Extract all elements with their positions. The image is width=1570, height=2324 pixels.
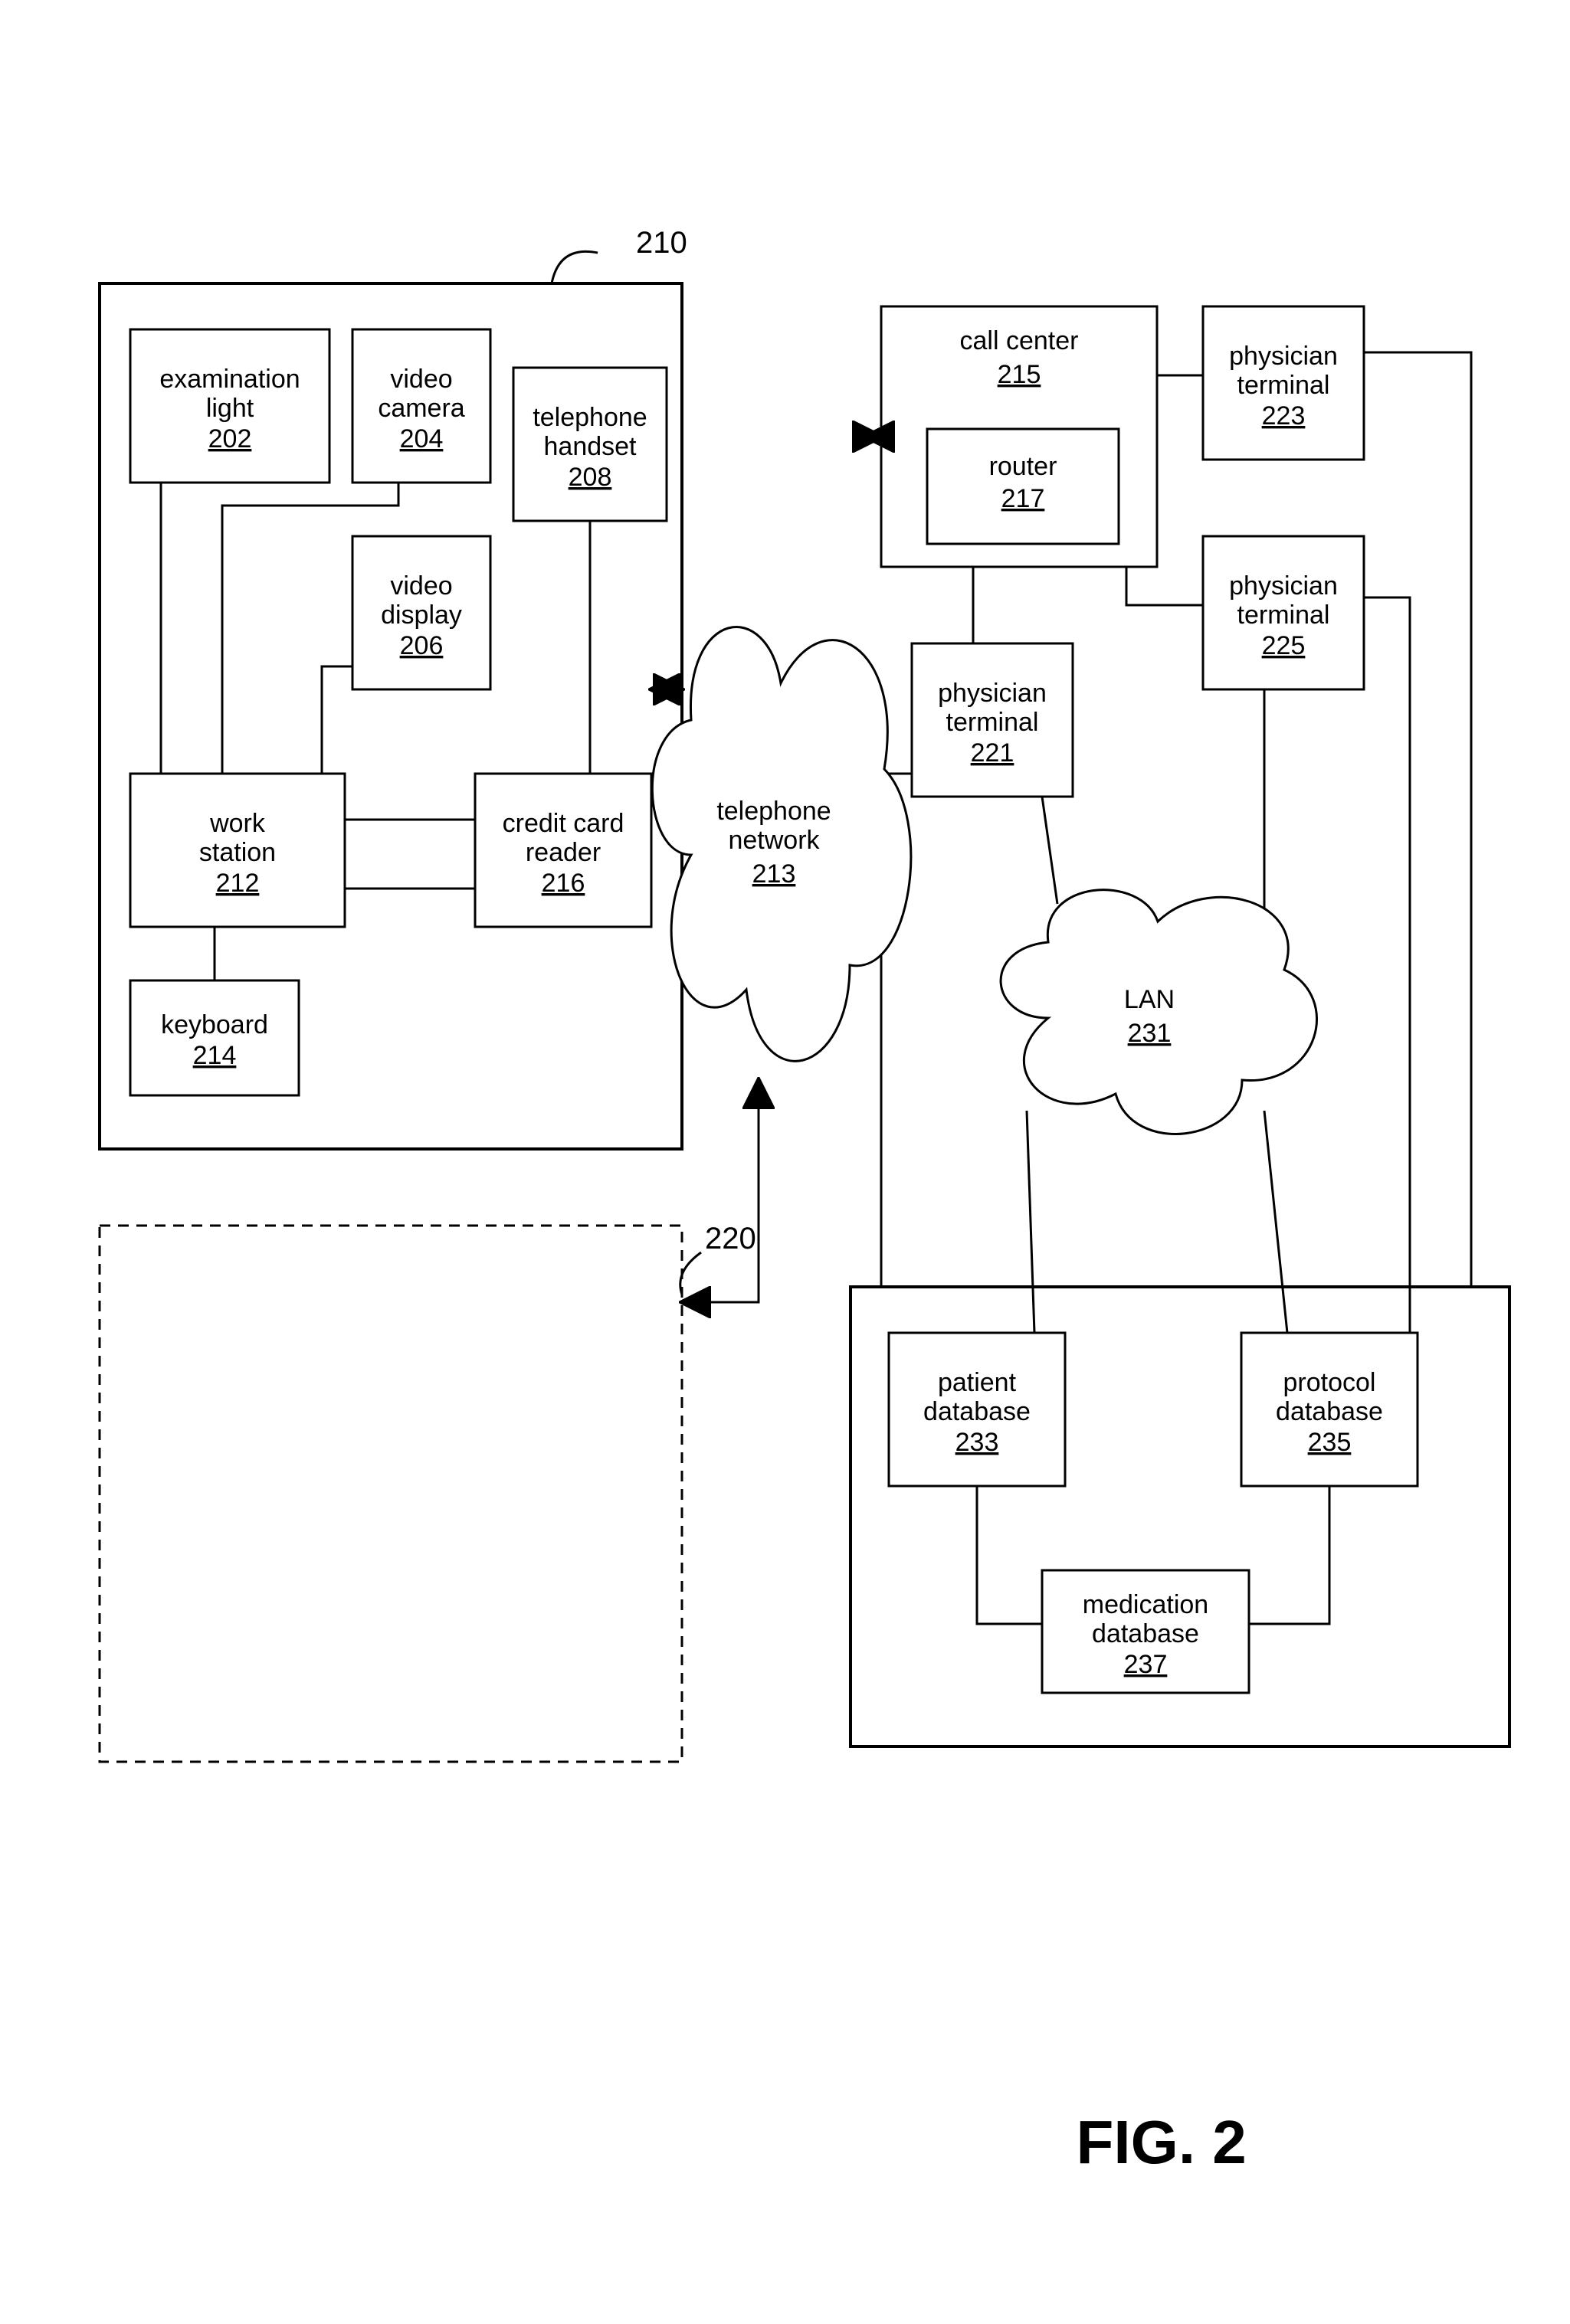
ref: 214: [193, 1041, 237, 1070]
label: physician: [1229, 571, 1338, 601]
label: light: [206, 394, 254, 423]
ref: 206: [400, 631, 444, 660]
ref: 237: [1124, 1650, 1168, 1679]
label: database: [923, 1397, 1031, 1426]
label: examination: [159, 365, 300, 394]
label: keyboard: [161, 1010, 268, 1039]
ref: 223: [1262, 401, 1306, 430]
node-work_station: workstation212: [130, 774, 345, 927]
annot-210: 210: [636, 226, 687, 260]
ref: 208: [569, 463, 612, 492]
label: reader: [526, 838, 601, 867]
node-router: router 217: [927, 429, 1119, 544]
label: database: [1276, 1397, 1383, 1426]
annot-220: 220: [705, 1222, 756, 1255]
label: camera: [378, 394, 464, 423]
node-keyboard: keyboard214: [130, 980, 299, 1095]
label: telephone: [533, 403, 647, 432]
label: video: [390, 365, 452, 394]
label: LAN: [1124, 985, 1175, 1014]
node-exam_light: examinationlight202: [130, 329, 329, 483]
label: work: [209, 809, 266, 838]
label: telephone: [716, 797, 831, 826]
ref: 217: [1001, 484, 1045, 513]
ref: 235: [1308, 1428, 1352, 1457]
ref: 213: [752, 859, 796, 889]
node-phys_225: physicianterminal225: [1203, 536, 1364, 689]
label: router: [989, 452, 1057, 481]
ref: 231: [1128, 1019, 1172, 1048]
ref: 216: [542, 869, 585, 898]
label: terminal: [946, 708, 1039, 737]
node-video_display: videodisplay206: [352, 536, 490, 689]
label: physician: [1229, 342, 1338, 371]
node-protocol_db: protocoldatabase235: [1241, 1333, 1418, 1486]
figure-label: FIG. 2: [1077, 2108, 1247, 2176]
ref: 215: [998, 360, 1041, 389]
label: handset: [544, 432, 638, 461]
label: terminal: [1237, 601, 1330, 630]
label: database: [1092, 1619, 1199, 1648]
dashed-kiosk-group: [100, 1226, 682, 1762]
ref: 204: [400, 424, 444, 453]
node-phys_221: physicianterminal221: [912, 643, 1073, 797]
node-tel_handset: telephonehandset208: [513, 368, 667, 521]
label: medication: [1083, 1590, 1208, 1619]
ref: 221: [971, 738, 1014, 768]
cloud-lan: LAN 231: [1001, 890, 1316, 1134]
label: credit card: [503, 809, 624, 838]
node-patient_db: patientdatabase233: [889, 1333, 1065, 1486]
node-med_db: medicationdatabase237: [1042, 1570, 1249, 1693]
label: protocol: [1283, 1368, 1376, 1397]
node-cc_reader: credit cardreader216: [475, 774, 651, 927]
ref: 233: [955, 1428, 999, 1457]
label: physician: [938, 679, 1047, 708]
ref: 212: [216, 869, 260, 898]
label: call center: [960, 326, 1079, 355]
label: patient: [938, 1368, 1017, 1397]
label: network: [728, 826, 820, 855]
node-phys_223: physicianterminal223: [1203, 306, 1364, 460]
label: video: [390, 571, 452, 601]
ref: 225: [1262, 631, 1306, 660]
label: display: [381, 601, 462, 630]
ref: 202: [208, 424, 252, 453]
cloud-telephone: telephonenetwork 213: [652, 627, 910, 1062]
node-video_camera: videocamera204: [352, 329, 490, 483]
label: terminal: [1237, 371, 1330, 400]
label: station: [199, 838, 276, 867]
